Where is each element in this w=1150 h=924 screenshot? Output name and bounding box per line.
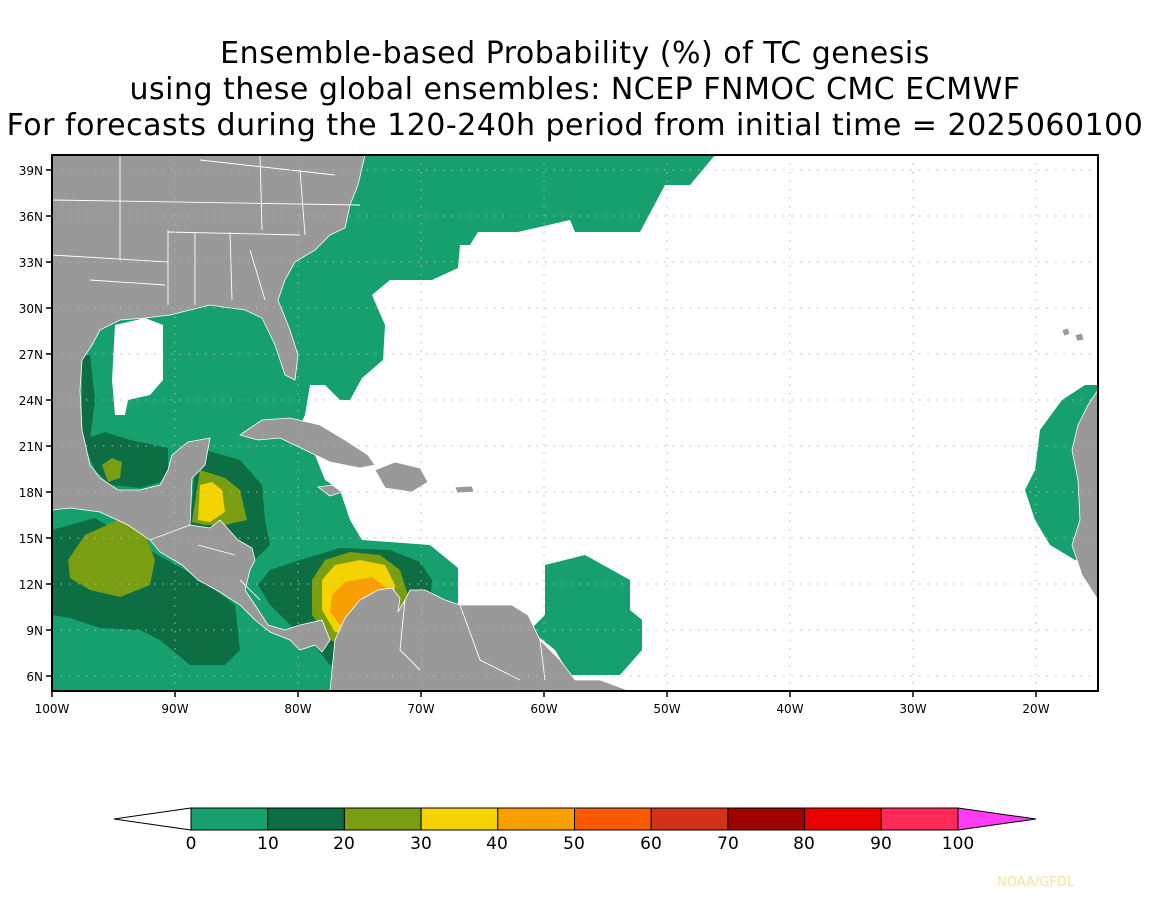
colorbar-label: 70 [717,834,739,854]
lon-tick-label: 80W [284,702,311,716]
lat-tick-label: 9N [26,624,43,638]
land [52,155,1098,691]
title-line-2: using these global ensembles: NCEP FNMOC… [129,72,1021,107]
colorbar-segment [343,807,422,831]
lat-tick-label: 30N [19,302,43,316]
lat-tick-label: 18N [19,486,43,500]
map-area [52,155,1098,691]
land-canary-islands [1061,327,1085,342]
lat-tick-label: 24N [19,394,43,408]
lon-tick-label: 90W [161,702,188,716]
lon-tick-label: 20W [1022,702,1049,716]
lon-tick-label: 100W [35,702,70,716]
colorbar-segment [190,807,269,831]
state-borders [52,155,361,305]
colorbar-label: 100 [942,834,974,854]
land-cuba [239,417,376,469]
lon-tick-label: 50W [653,702,680,716]
colorbar-lower-arrow [113,807,192,831]
land-north-america [52,155,366,653]
colorbar-label: 40 [486,834,508,854]
colorbar-segment [880,807,959,831]
lat-tick-label: 39N [19,164,43,178]
lat-tick-label: 15N [19,532,43,546]
colorbar-segment [804,807,882,831]
lat-tick-label: 21N [19,440,43,454]
lon-tick-label: 70W [407,702,434,716]
lat-tick-label: 36N [19,210,43,224]
lon-tick-label: 60W [530,702,557,716]
colorbar-label: 20 [333,834,355,854]
prob-10-20-gulf-west-strip [82,355,95,440]
colorbar-label: 90 [870,834,892,854]
colorbar-labels: 0 10 20 30 40 50 60 70 80 90 100 [186,834,975,854]
lat-tick-label: 12N [19,578,43,592]
colorbar-segment [420,807,499,831]
land-hispaniola [374,461,429,493]
lat-tick-labels: 39N 36N 33N 30N 27N 24N 21N 18N 15N 12N … [19,164,43,684]
land-south-america [329,587,631,691]
lon-tick-label: 30W [899,702,926,716]
colorbar: 0 10 20 30 40 50 60 70 80 90 100 [113,807,1037,854]
prob-20-30-pacific [68,520,155,597]
lat-tick-label: 6N [26,670,43,684]
colorbar-label: 60 [640,834,662,854]
country-borders [149,524,546,681]
colorbar-label: 50 [563,834,585,854]
title-line-1: Ensemble-based Probability (%) of TC gen… [220,36,930,71]
colorbar-segment [267,807,345,831]
colorbar-label: 10 [257,834,279,854]
lon-tick-labels: 100W 90W 80W 70W 60W 50W 40W 30W 20W [35,702,1050,716]
map-frame [51,154,1099,692]
tick-marks [46,169,1037,697]
colorbar-label: 0 [186,834,197,854]
colorbar-segment [650,807,729,831]
land-puerto-rico [454,485,475,494]
colorbar-segment [574,807,652,831]
colorbar-segment [497,807,575,831]
gulf-white-gap [112,318,163,415]
land-africa [1071,389,1098,601]
colorbar-segment [727,807,806,831]
prob-0-10-east-blob [530,555,642,675]
prob-30-40-yucatan [198,482,225,522]
colorbar-label: 80 [793,834,815,854]
lat-tick-label: 33N [19,256,43,270]
title-line-3: For forecasts during the 120-240h period… [6,108,1144,143]
colorbar-segments [190,807,959,831]
credit-label: NOAA/GFDL [997,875,1075,890]
lon-tick-label: 40W [776,702,803,716]
colorbar-upper-arrow [957,807,1037,831]
colorbar-label: 30 [410,834,432,854]
lat-tick-label: 27N [19,348,43,362]
prob-20-30-gulf-spot [102,458,122,482]
